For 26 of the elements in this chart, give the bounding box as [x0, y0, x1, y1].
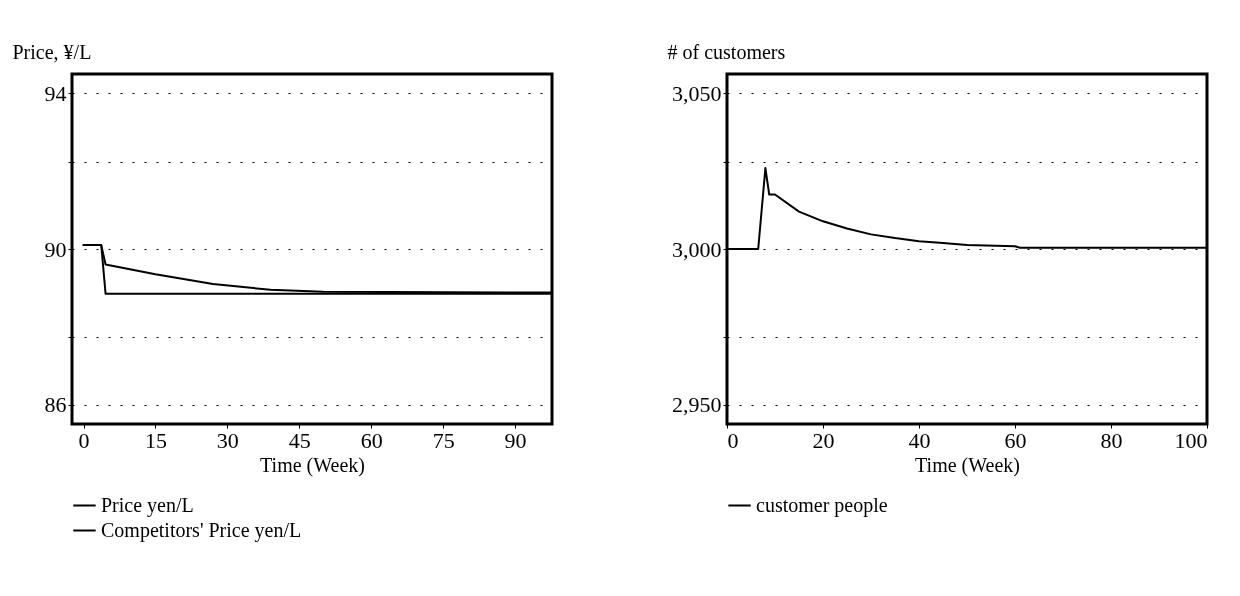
- x-tick-label: 60: [360, 427, 383, 453]
- y-axis-title: # of customers: [667, 40, 786, 63]
- y-tick-label: 3,000: [672, 236, 722, 262]
- x-tick-label: 75: [432, 427, 455, 453]
- x-tick-label: 40: [908, 427, 931, 453]
- y-tick-label: 94: [44, 80, 67, 106]
- y-tick-label: 90: [44, 236, 67, 262]
- x-tick-label: 90: [504, 427, 527, 453]
- legend-label: Price yen/L: [101, 493, 194, 517]
- x-tick-label: 45: [288, 427, 311, 453]
- x-tick-label: 80: [1100, 427, 1123, 453]
- x-axis-title: Time (Week): [260, 453, 365, 477]
- legend-label: customer people: [756, 493, 888, 517]
- x-tick-label: 30: [216, 427, 239, 453]
- y-tick-label: 86: [44, 392, 67, 418]
- x-tick-label: 20: [812, 427, 835, 453]
- x-tick-label: 15: [144, 427, 167, 453]
- y-tick-label: 2,950: [672, 392, 722, 418]
- x-tick-label: 0: [727, 427, 739, 453]
- y-tick-label: 3,050: [672, 80, 722, 106]
- legend-label: Competitors' Price yen/L: [101, 518, 302, 542]
- x-tick-label: 100: [1174, 427, 1208, 453]
- x-tick-label: 0: [78, 427, 90, 453]
- y-axis-title: Price, ¥/L: [12, 40, 92, 63]
- x-axis-title: Time (Week): [915, 453, 1020, 477]
- x-tick-label: 60: [1004, 427, 1027, 453]
